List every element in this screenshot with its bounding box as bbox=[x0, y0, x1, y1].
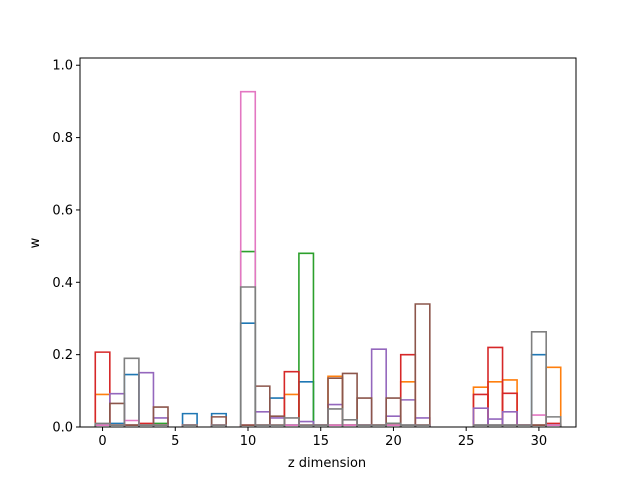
x-axis-ticks: 0 5 10 15 20 25 30 bbox=[98, 427, 547, 449]
series-1-bar-21 bbox=[399, 380, 417, 427]
x-tick-label-30: 30 bbox=[531, 434, 548, 449]
series-7-bar-13 bbox=[283, 417, 300, 427]
series-0-bar-14 bbox=[298, 380, 315, 427]
series-0-bar-12 bbox=[269, 397, 286, 427]
y-tick-label-4: 0.8 bbox=[52, 131, 73, 146]
series-5-bar-4 bbox=[152, 406, 169, 427]
series-3-bar-28 bbox=[501, 392, 518, 427]
series-7-bar-8 bbox=[210, 424, 227, 427]
series-2-bar-10 bbox=[239, 250, 257, 427]
series-7-bar-2 bbox=[123, 357, 140, 427]
series-1-bar-0 bbox=[94, 393, 111, 427]
series-4-bar-1 bbox=[109, 392, 126, 427]
series-4-bar-14 bbox=[298, 420, 315, 427]
series-0-bar-10 bbox=[239, 322, 257, 427]
x-tick-label-5: 5 bbox=[171, 434, 179, 449]
series-2-bar-14 bbox=[298, 252, 315, 427]
series-6-bar-10 bbox=[239, 90, 257, 427]
x-axis-label: z dimension bbox=[288, 456, 366, 471]
series-5-bar-20 bbox=[385, 397, 402, 427]
series-layer bbox=[94, 90, 562, 427]
series-7-bar-6 bbox=[181, 424, 198, 427]
series-3-bar-27 bbox=[487, 346, 504, 427]
series-5-bar-11 bbox=[254, 385, 271, 427]
y-axis-ticks: 0.0 0.2 0.4 0.6 0.8 1.0 bbox=[52, 59, 80, 436]
series-7-bar-16 bbox=[327, 408, 344, 427]
y-tick-label-0: 0.0 bbox=[52, 421, 73, 436]
series-5-bar-16 bbox=[327, 377, 344, 427]
series-1-bar-13 bbox=[283, 393, 300, 427]
y-tick-label-5: 1.0 bbox=[52, 59, 73, 74]
y-axis-label: w bbox=[28, 237, 43, 248]
series-1-bar-26 bbox=[472, 386, 489, 427]
x-tick-label-0: 0 bbox=[98, 434, 106, 449]
series-7-bar-4 bbox=[152, 424, 169, 427]
axes-frame bbox=[79, 57, 577, 428]
series-0-bar-30 bbox=[530, 353, 547, 427]
series-3-bar-13 bbox=[283, 370, 300, 427]
series-1-bar-27 bbox=[487, 380, 504, 427]
x-tick-label-20: 20 bbox=[385, 434, 402, 449]
series-6-bar-2 bbox=[123, 419, 140, 427]
series-4-bar-26 bbox=[472, 407, 489, 427]
series-1-bar-16 bbox=[327, 375, 344, 427]
series-1-bar-31 bbox=[545, 366, 562, 427]
y-tick-label-2: 0.4 bbox=[52, 276, 73, 291]
series-0-bar-2 bbox=[123, 373, 140, 427]
series-7-bar-30 bbox=[530, 331, 547, 427]
series-3-bar-26 bbox=[472, 393, 489, 427]
series-4-bar-21 bbox=[399, 399, 417, 427]
series-7-bar-31 bbox=[545, 416, 562, 427]
series-1-bar-28 bbox=[501, 379, 518, 427]
series-4-bar-3 bbox=[138, 371, 155, 427]
series-0-bar-6 bbox=[181, 412, 198, 427]
y-tick-label-3: 0.6 bbox=[52, 203, 73, 218]
series-7-bar-22 bbox=[414, 424, 431, 427]
series-7 bbox=[94, 286, 562, 427]
x-tick-label-15: 15 bbox=[312, 434, 329, 449]
series-3-bar-21 bbox=[399, 353, 417, 427]
series-5-bar-18 bbox=[356, 397, 373, 427]
series-5-bar-22 bbox=[414, 303, 431, 427]
series-7-bar-10 bbox=[239, 286, 257, 427]
axes-border bbox=[79, 57, 577, 428]
x-tick-label-25: 25 bbox=[458, 434, 475, 449]
x-tick-label-10: 10 bbox=[240, 434, 257, 449]
series-4-bar-16 bbox=[327, 403, 344, 427]
series-7-bar-17 bbox=[341, 418, 358, 427]
series-3-bar-0 bbox=[94, 351, 111, 427]
series-4-bar-28 bbox=[501, 411, 518, 427]
y-tick-label-1: 0.2 bbox=[52, 348, 73, 363]
series-4-bar-19 bbox=[370, 348, 387, 427]
series-5-bar-8 bbox=[210, 416, 227, 427]
